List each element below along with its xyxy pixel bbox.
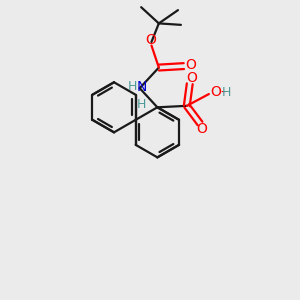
Text: O: O [185, 58, 196, 72]
Text: O: O [146, 33, 156, 46]
Text: H: H [222, 86, 231, 99]
Text: -: - [220, 85, 225, 100]
Text: H: H [136, 98, 146, 111]
Text: O: O [210, 85, 221, 99]
Text: N: N [137, 80, 147, 94]
Text: H: H [128, 80, 137, 93]
Text: O: O [186, 71, 197, 85]
Text: O: O [196, 122, 207, 136]
